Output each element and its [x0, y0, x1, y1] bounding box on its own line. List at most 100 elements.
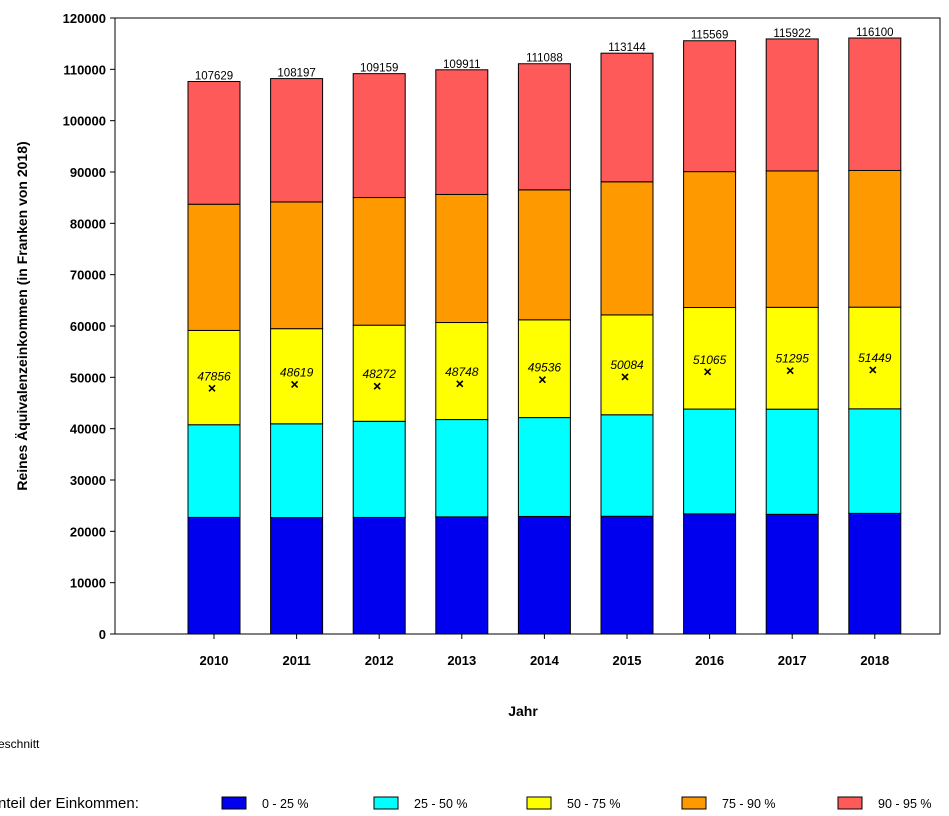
x-tick-label: 2017 [778, 653, 807, 668]
bar-segment [600, 314, 654, 416]
y-tick-label: 40000 [70, 422, 106, 437]
bar-segment [435, 69, 489, 195]
x-tick-label: 2018 [860, 653, 889, 668]
data-label: 116100 [856, 27, 894, 39]
bar-segment [765, 170, 819, 308]
legend-label: 50 - 75 % [567, 797, 621, 811]
mean-marker [621, 373, 629, 381]
bar-segment [435, 193, 489, 324]
y-tick-label: 20000 [70, 524, 106, 539]
data-label: 111088 [526, 53, 563, 65]
mean-marker [538, 376, 546, 384]
y-tick-label: 70000 [70, 268, 106, 283]
x-tick-label: 2016 [695, 653, 724, 668]
bar-segment [517, 189, 571, 321]
bar-segment [352, 197, 406, 326]
mean-label: 49536 [528, 361, 562, 375]
bar-segment [435, 419, 489, 518]
data-label: 109159 [360, 63, 398, 75]
legend-label: 0 - 25 % [262, 797, 309, 811]
x-axis-label: Jahr [508, 703, 538, 719]
bar-segment [683, 171, 737, 309]
data-label: 115922 [773, 28, 811, 40]
data-label: 107629 [195, 71, 233, 83]
legend-swatch [681, 796, 707, 810]
data-label: 115569 [691, 30, 729, 42]
bar-segment [187, 329, 241, 426]
data-label: 113144 [608, 42, 646, 54]
x-tick-label: 2015 [613, 653, 642, 668]
mean-legend-label: eschnitt [0, 737, 40, 751]
mean-legend: eschnitt [0, 737, 40, 751]
bar-segment [517, 417, 571, 517]
y-tick-label: 100000 [63, 114, 106, 129]
bar-segment [848, 512, 902, 635]
bar-segment [848, 306, 902, 410]
mean-label: 48619 [280, 365, 314, 379]
y-tick-label: 0 [99, 627, 106, 642]
bar-segment [352, 516, 406, 635]
bar-segment [683, 408, 737, 515]
bar-segment [765, 38, 819, 172]
bar-segment [848, 408, 902, 514]
mean-label: 50084 [610, 358, 644, 372]
y-tick-label: 50000 [70, 370, 106, 385]
y-tick-label: 120000 [63, 11, 106, 26]
mean-marker [786, 367, 794, 375]
bar-segment [683, 307, 737, 410]
mean-label: 51449 [858, 351, 892, 365]
bar-segment [600, 181, 654, 316]
bar-segment [600, 52, 654, 183]
bar-segment [435, 516, 489, 635]
legend-title: nteil der Einkommen: [0, 795, 139, 812]
y-tick-label: 90000 [70, 165, 106, 180]
bar-segment [517, 63, 571, 191]
y-tick-label: 30000 [70, 473, 106, 488]
bar-segment [517, 319, 571, 419]
x-tick-label: 2013 [447, 653, 476, 668]
y-tick-label: 60000 [70, 319, 106, 334]
bar-segment [848, 37, 902, 171]
mean-label: 48272 [363, 367, 397, 381]
y-tick-label: 80000 [70, 216, 106, 231]
legend-swatch [221, 796, 247, 810]
bar-segment [270, 78, 324, 203]
legend-label: 25 - 50 % [414, 797, 468, 811]
bar-segment [517, 515, 571, 635]
mean-marker [291, 380, 299, 388]
bar-segment [765, 513, 819, 635]
legend-swatch [526, 796, 552, 810]
bar-segment [352, 420, 406, 518]
bar-segment [765, 306, 819, 410]
mean-label: 47856 [197, 369, 231, 383]
legend-swatch [837, 796, 863, 810]
bar-segment [765, 408, 819, 515]
x-tick-label: 2011 [282, 653, 310, 668]
bar-segment [187, 424, 241, 518]
bar-segment [270, 201, 324, 330]
mean-marker [704, 368, 712, 376]
bar-segment [352, 73, 406, 199]
bar-segment [683, 40, 737, 173]
mean-marker [373, 382, 381, 390]
legend: nteil der Einkommen: 0 - 25 % 25 - 50 % 50… [0, 795, 932, 812]
bar-segment [848, 169, 902, 308]
y-tick-label: 10000 [70, 576, 106, 591]
mean-label: 48748 [445, 365, 479, 379]
mean-label: 51295 [776, 352, 810, 366]
mean-marker [208, 384, 216, 392]
mean-marker [869, 366, 877, 374]
bar-segment [600, 515, 654, 635]
x-tick-label: 2010 [200, 653, 229, 668]
bar-segment [270, 423, 324, 519]
y-tick-label: 110000 [63, 62, 106, 77]
bar-segment [187, 203, 241, 331]
x-tick-label: 2012 [365, 653, 394, 668]
bar-segment [187, 516, 241, 635]
legend-label: 90 - 95 % [878, 797, 932, 811]
bar-segment [270, 517, 324, 635]
bar-segment [600, 414, 654, 517]
mean-marker [456, 380, 464, 388]
data-label: 109911 [443, 59, 481, 71]
